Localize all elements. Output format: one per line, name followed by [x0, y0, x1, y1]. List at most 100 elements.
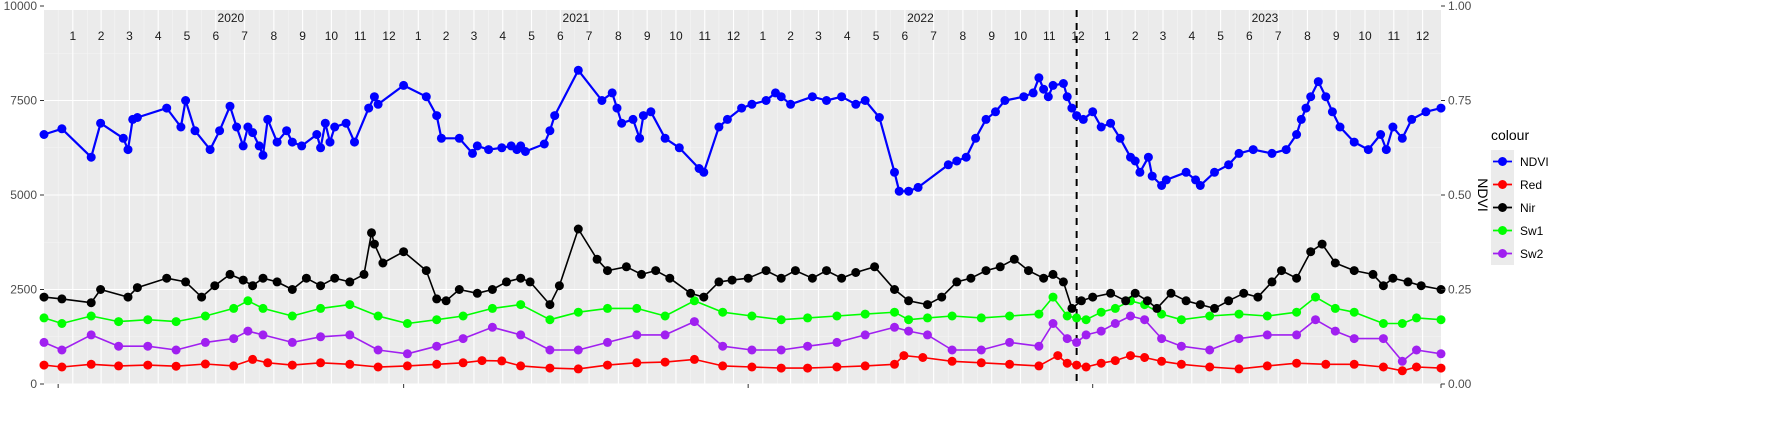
- data-point-ndvi: [943, 160, 953, 170]
- data-point-ndvi: [1028, 88, 1038, 98]
- legend-label-sw1: Sw1: [1520, 224, 1544, 238]
- data-point-red: [432, 359, 442, 369]
- data-point-red: [39, 360, 49, 370]
- data-point-red: [171, 361, 181, 371]
- data-point-ndvi: [232, 122, 242, 132]
- data-point-sw2: [1005, 337, 1015, 347]
- data-point-nir: [807, 273, 817, 283]
- month-label: 12: [382, 29, 396, 43]
- data-point-nir: [86, 298, 96, 308]
- data-point-ndvi: [874, 113, 884, 122]
- data-point-nir: [248, 281, 258, 291]
- legend-label-sw2: Sw2: [1520, 247, 1544, 261]
- data-point-red: [1292, 358, 1302, 368]
- data-point-sw1: [1176, 315, 1186, 325]
- month-label: 5: [528, 29, 535, 43]
- data-point-sw1: [545, 315, 555, 325]
- month-label: 10: [669, 29, 683, 43]
- data-point-red: [287, 360, 297, 370]
- data-point-sw2: [573, 345, 583, 355]
- data-point-ndvi: [1210, 167, 1219, 177]
- data-point-sw2: [976, 345, 986, 355]
- data-point-ndvi: [1267, 148, 1277, 158]
- data-point-ndvi: [635, 133, 645, 143]
- data-point-red: [1234, 364, 1244, 374]
- data-point-ndvi: [96, 118, 106, 128]
- data-point-sw1: [660, 311, 670, 321]
- data-point-ndvi: [1078, 114, 1088, 124]
- data-point-nir: [258, 273, 268, 283]
- y-axis-right-tick-label: 0.75: [1448, 94, 1472, 108]
- data-point-red: [1096, 358, 1106, 368]
- month-label: 12: [1071, 29, 1085, 43]
- data-point-sw2: [776, 345, 786, 355]
- data-point-red: [1034, 361, 1044, 371]
- data-point-sw2: [229, 334, 239, 344]
- y-axis-left-tick-label: 0: [30, 377, 37, 391]
- data-point-ndvi: [1335, 122, 1345, 132]
- data-point-ndvi: [1292, 130, 1302, 139]
- legend-key-point: [1498, 203, 1507, 212]
- data-point-sw1: [776, 315, 786, 325]
- data-point-sw2: [114, 341, 124, 351]
- month-label: 10: [1014, 29, 1028, 43]
- data-point-sw2: [747, 345, 757, 355]
- data-point-sw1: [432, 315, 442, 325]
- month-label: 2: [1132, 29, 1139, 43]
- month-label: 4: [499, 29, 506, 43]
- data-point-ndvi: [628, 114, 638, 124]
- data-point-sw1: [1205, 311, 1215, 321]
- data-point-ndvi: [1349, 137, 1359, 147]
- data-point-sw1: [345, 300, 355, 310]
- data-point-ndvi: [714, 122, 724, 132]
- month-label: 5: [873, 29, 880, 43]
- data-point-ndvi: [1115, 133, 1125, 143]
- data-point-nir: [132, 283, 142, 293]
- data-point-sw2: [39, 337, 49, 347]
- data-point-ndvi: [539, 139, 549, 149]
- data-point-sw2: [632, 330, 642, 340]
- data-point-ndvi: [520, 147, 530, 156]
- data-point-ndvi: [1381, 145, 1391, 155]
- data-point-sw1: [904, 315, 914, 325]
- data-point-sw2: [923, 330, 932, 340]
- data-point-red: [718, 361, 728, 371]
- data-point-sw1: [1349, 307, 1359, 317]
- data-point-nir: [1181, 296, 1191, 306]
- data-point-nir: [516, 273, 526, 283]
- data-point-ndvi: [851, 99, 861, 109]
- data-point-ndvi: [1000, 96, 1010, 105]
- data-point-ndvi: [786, 99, 796, 109]
- data-point-sw2: [1062, 334, 1072, 344]
- data-point-nir: [502, 277, 511, 287]
- data-point-ndvi: [1043, 92, 1053, 102]
- data-point-ndvi: [205, 145, 215, 155]
- data-point-nir: [1224, 296, 1234, 306]
- data-point-red: [776, 363, 786, 373]
- data-point-sw2: [487, 322, 497, 332]
- data-point-sw2: [1072, 337, 1082, 347]
- data-point-nir: [1121, 296, 1131, 306]
- data-point-nir: [651, 266, 661, 276]
- data-point-ndvi: [432, 111, 442, 121]
- data-point-ndvi: [1019, 92, 1029, 102]
- data-point-nir: [1349, 266, 1359, 276]
- month-label: 4: [155, 29, 162, 43]
- data-point-ndvi: [181, 96, 191, 105]
- data-point-nir: [399, 247, 409, 257]
- data-point-sw1: [487, 303, 497, 313]
- data-point-red: [632, 358, 642, 368]
- data-point-ndvi: [913, 182, 923, 192]
- data-point-sw2: [1157, 334, 1167, 344]
- y-axis-left-tick-label: 2500: [10, 283, 37, 297]
- month-label: 10: [325, 29, 339, 43]
- data-point-sw1: [1048, 292, 1058, 302]
- data-point-nir: [937, 292, 947, 302]
- data-point-sw2: [1262, 330, 1272, 340]
- data-point-sw1: [57, 319, 67, 328]
- data-point-nir: [1306, 247, 1316, 257]
- data-point-red: [248, 354, 258, 364]
- data-point-nir: [432, 294, 442, 304]
- data-point-sw1: [1110, 303, 1120, 313]
